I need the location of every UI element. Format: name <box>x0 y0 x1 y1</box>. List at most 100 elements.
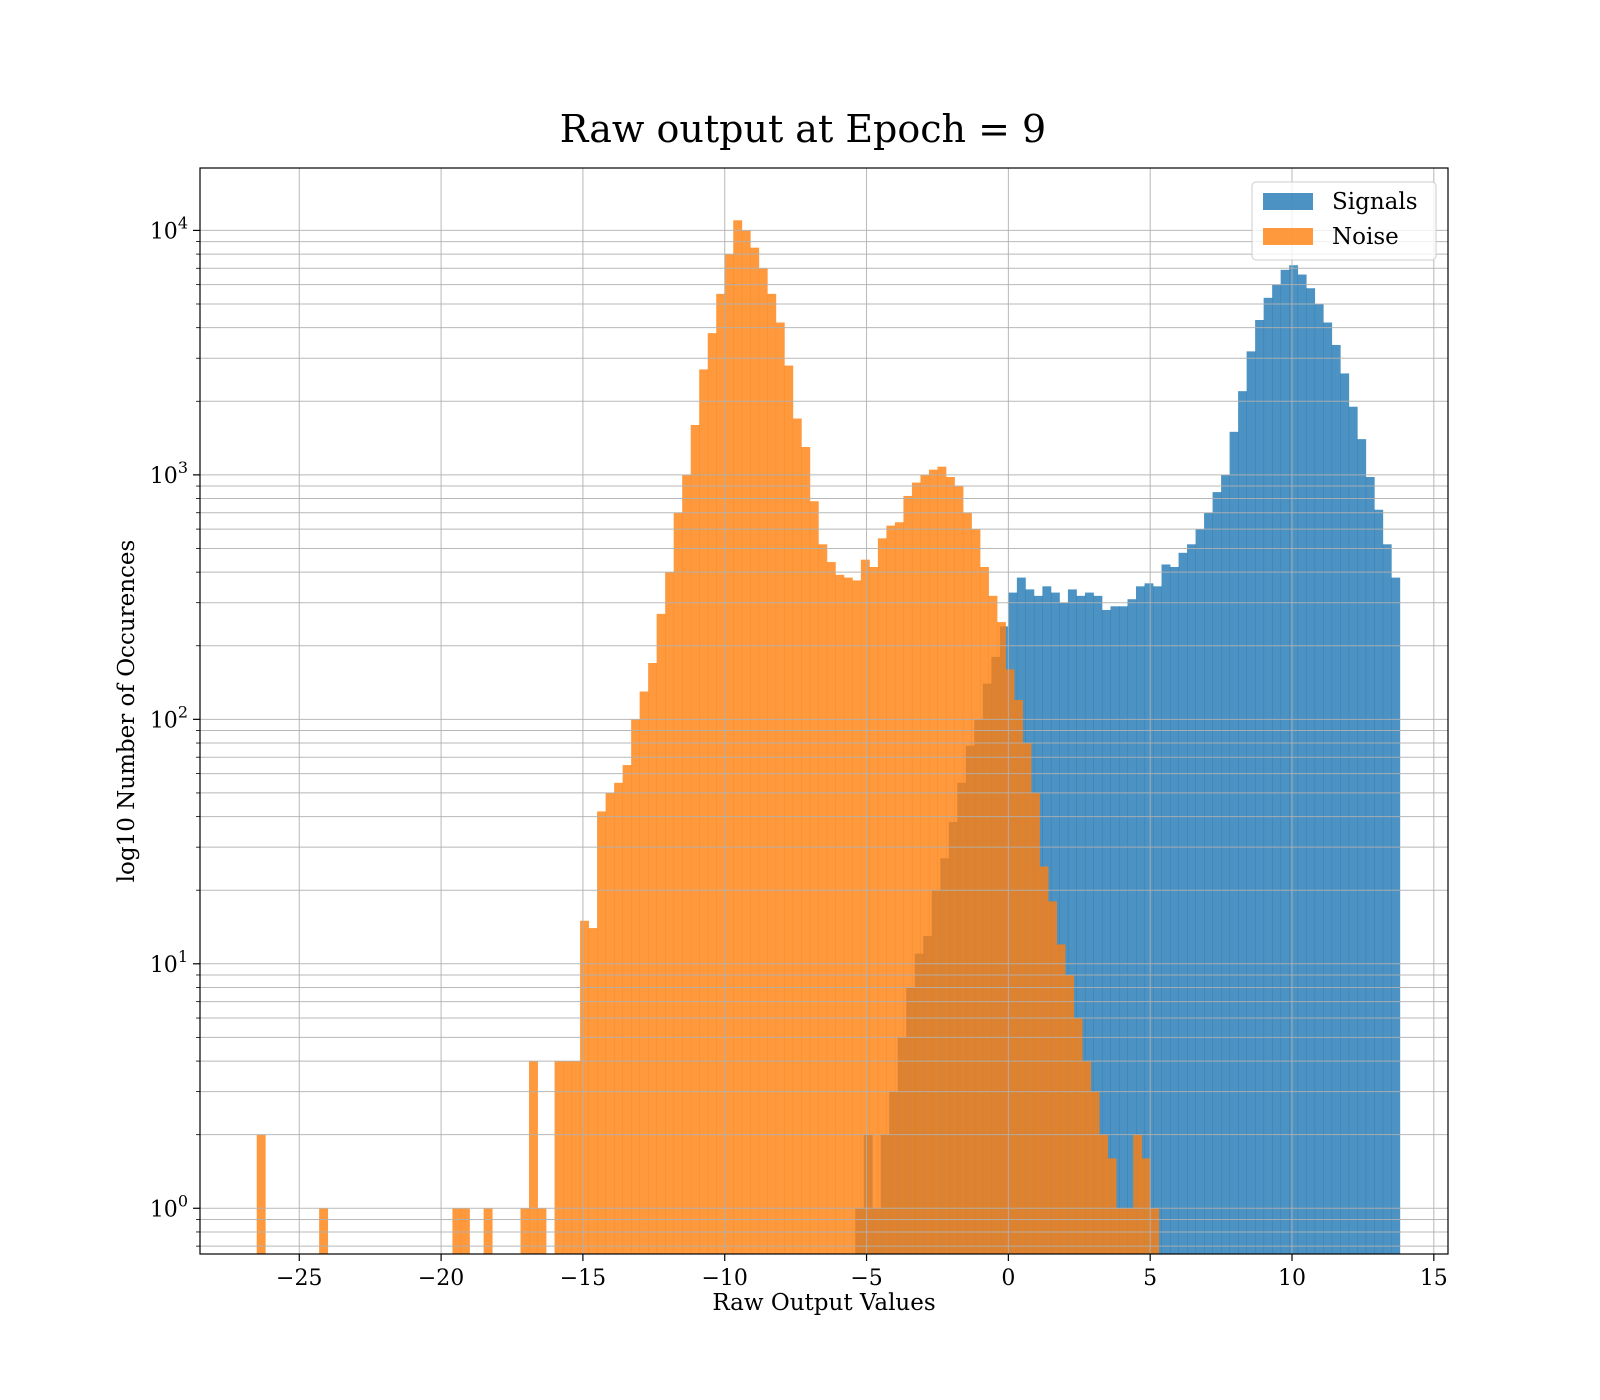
bar-signals-52 <box>1297 274 1307 1254</box>
bar-noise-19 <box>648 663 658 1254</box>
bar-noise-39 <box>818 544 828 1254</box>
bar-signals-28 <box>1093 595 1103 1254</box>
bar-noise-2 <box>452 1208 462 1254</box>
bar-noise-72 <box>1099 1134 1109 1254</box>
bar-noise-29 <box>733 220 743 1254</box>
bar-noise-60 <box>997 622 1006 1254</box>
x-tick-label-0: −25 <box>276 1266 322 1291</box>
bar-signals-56 <box>1331 344 1341 1254</box>
legend-label-noise: Noise <box>1332 224 1399 250</box>
bar-signals-38 <box>1178 552 1188 1254</box>
y-tick-label-exponent: 2 <box>178 702 188 721</box>
bar-noise-34 <box>775 322 785 1254</box>
y-tick-label-exponent: 0 <box>178 1191 188 1210</box>
bar-noise-51 <box>920 474 930 1254</box>
bar-noise-30 <box>741 230 751 1254</box>
bar-signals-36 <box>1161 564 1171 1254</box>
x-tick-label-7: 10 <box>1278 1266 1306 1291</box>
bar-signals-61 <box>1374 509 1384 1254</box>
bar-noise-68 <box>1065 974 1074 1254</box>
bar-noise-57 <box>971 529 981 1254</box>
y-tick-label-base: 10 <box>150 1197 178 1222</box>
bar-signals-34 <box>1144 583 1154 1254</box>
bar-noise-55 <box>954 486 964 1254</box>
bar-noise-3 <box>460 1208 470 1254</box>
bar-signals-53 <box>1306 288 1316 1254</box>
y-tick-label-base: 10 <box>150 953 178 978</box>
bar-noise-13 <box>597 811 606 1254</box>
bar-noise-8 <box>554 1061 564 1254</box>
x-tick-label-1: −20 <box>418 1266 464 1291</box>
bar-noise-64 <box>1031 792 1040 1254</box>
bar-signals-47 <box>1255 320 1265 1254</box>
bar-noise-11 <box>580 920 589 1254</box>
bar-noise-4 <box>483 1208 493 1254</box>
bar-noise-74 <box>1116 1208 1126 1254</box>
bar-noise-70 <box>1082 1061 1092 1254</box>
bar-signals-24 <box>1059 602 1069 1254</box>
bar-noise-14 <box>605 792 615 1254</box>
x-axis-label: Raw Output Values <box>712 1290 935 1316</box>
bar-signals-49 <box>1272 284 1282 1254</box>
bar-noise-59 <box>988 595 998 1254</box>
bar-noise-36 <box>792 418 802 1254</box>
bar-noise-62 <box>1014 699 1023 1254</box>
y-tick-label-4: 104 <box>150 213 188 244</box>
bar-noise-5 <box>520 1208 530 1254</box>
x-tick-label-5: 0 <box>1001 1266 1015 1291</box>
bar-signals-33 <box>1136 586 1145 1254</box>
bar-signals-45 <box>1238 391 1248 1254</box>
bar-noise-26 <box>707 333 717 1254</box>
bar-noise-45 <box>869 566 879 1254</box>
bar-signals-50 <box>1280 269 1290 1254</box>
y-tick-label-1: 101 <box>150 947 188 978</box>
bar-noise-48 <box>894 522 904 1254</box>
bar-signals-57 <box>1340 373 1350 1254</box>
bar-noise-46 <box>877 538 887 1254</box>
bar-noise-54 <box>945 477 955 1254</box>
bar-signals-42 <box>1212 492 1222 1254</box>
bar-noise-20 <box>656 613 666 1254</box>
y-tick-label-exponent: 4 <box>178 213 188 232</box>
x-tick-label-2: −15 <box>560 1266 606 1291</box>
bar-signals-26 <box>1076 595 1086 1254</box>
bar-signals-54 <box>1314 304 1324 1254</box>
y-tick-label-3: 103 <box>150 458 188 489</box>
x-tick-label-4: −5 <box>850 1266 882 1291</box>
bar-signals-51 <box>1289 265 1299 1254</box>
grid-lines <box>200 168 1448 1254</box>
bar-noise-58 <box>980 566 989 1254</box>
y-tick-label-2: 102 <box>150 702 188 733</box>
bar-noise-7 <box>537 1208 547 1254</box>
bar-noise-75 <box>1124 1208 1134 1254</box>
bar-noise-66 <box>1048 901 1057 1254</box>
legend-swatch-noise <box>1263 228 1313 245</box>
legend: Signals Noise <box>1251 181 1437 261</box>
y-tick-label-exponent: 1 <box>178 947 188 966</box>
bar-signals-43 <box>1221 474 1230 1254</box>
bar-signals-30 <box>1110 606 1120 1254</box>
bar-noise-49 <box>903 495 913 1254</box>
legend-swatch-signals <box>1263 193 1313 210</box>
bar-signals-37 <box>1170 566 1179 1254</box>
bar-signals-44 <box>1229 431 1239 1254</box>
bar-noise-52 <box>928 469 938 1254</box>
x-tick-label-3: −10 <box>702 1266 748 1291</box>
axes-frame <box>199 167 1449 1255</box>
bar-noise-10 <box>571 1061 581 1254</box>
bar-signals-59 <box>1357 439 1367 1254</box>
bar-noise-69 <box>1073 1018 1083 1254</box>
bar-noise-76 <box>1133 1134 1143 1254</box>
bar-signals-29 <box>1101 610 1111 1254</box>
bar-noise-67 <box>1056 944 1066 1254</box>
bar-signals-55 <box>1323 322 1333 1254</box>
bar-noise-17 <box>631 719 641 1254</box>
bar-signals-41 <box>1204 512 1213 1254</box>
bar-noise-1 <box>319 1208 329 1254</box>
bar-signals-40 <box>1195 529 1205 1254</box>
bar-noise-24 <box>690 424 700 1255</box>
bar-noise-61 <box>1005 669 1015 1254</box>
bar-noise-43 <box>852 580 862 1254</box>
bar-noise-53 <box>937 466 947 1254</box>
